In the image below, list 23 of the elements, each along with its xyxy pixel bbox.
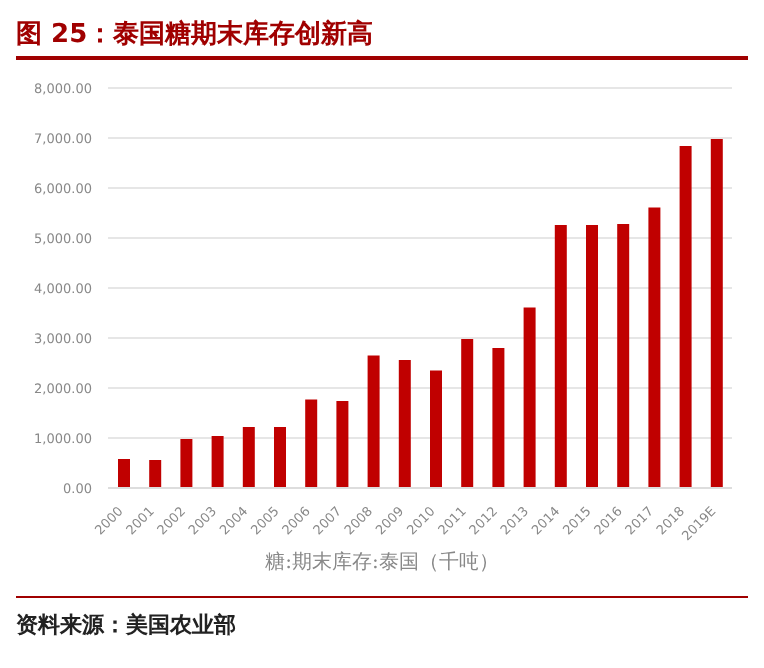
text: 资料来源：美国农业部 xyxy=(16,610,236,640)
bar xyxy=(554,225,567,488)
bar xyxy=(461,339,474,488)
bar xyxy=(242,427,255,488)
bar xyxy=(305,399,318,488)
bar xyxy=(336,401,349,488)
bar xyxy=(118,459,130,488)
bar xyxy=(586,225,598,488)
bar xyxy=(180,439,193,488)
bar xyxy=(274,427,286,488)
bar xyxy=(398,360,411,488)
bar xyxy=(149,460,162,488)
bar xyxy=(211,436,224,488)
bar xyxy=(617,224,630,488)
x-axis-title: 糖:期末库存:泰国（千吨） xyxy=(263,549,501,576)
bar xyxy=(492,348,505,488)
bar xyxy=(367,355,380,488)
chart-title: 图 25：泰国糖期末库存创新高 xyxy=(16,17,374,52)
bar xyxy=(710,139,723,488)
bar xyxy=(430,370,442,488)
bar xyxy=(648,207,661,488)
bar xyxy=(679,146,692,488)
bar xyxy=(523,307,536,488)
